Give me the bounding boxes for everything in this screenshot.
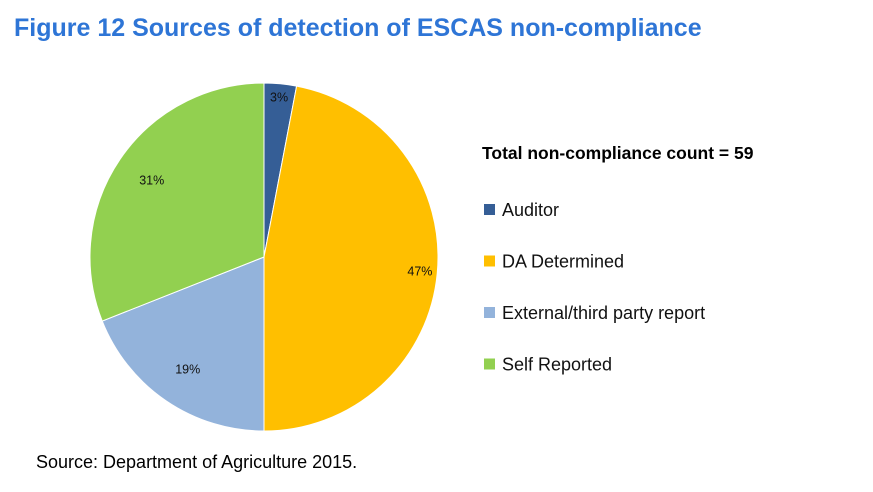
legend-title: Total non-compliance count = 59 [482, 143, 754, 163]
slice-label-external-third-party-report: 19% [175, 362, 200, 376]
legend-swatch-da-determined [484, 255, 495, 267]
legend-label-auditor: Auditor [502, 200, 559, 220]
slice-label-da-determined: 47% [407, 265, 432, 279]
figure-title: Figure 12 Sources of detection of ESCAS … [14, 14, 702, 42]
pie-percent-labels: 3% 47% 19% 31% [139, 91, 432, 377]
legend-label-external-third-party-report: External/third party report [502, 303, 705, 323]
legend-swatch-self-reported [484, 358, 495, 370]
slice-self-reported [89, 82, 265, 322]
source-note: Source: Department of Agriculture 2015. [36, 452, 358, 472]
legend-swatch-external-third-party-report [484, 307, 495, 318]
slice-label-auditor: 3% [270, 91, 288, 105]
legend-label-da-determined: DA Determined [502, 252, 624, 272]
slice-label-self-reported: 31% [139, 174, 164, 188]
slice-da-determined [263, 85, 439, 432]
legend-swatch-auditor [484, 204, 495, 215]
legend-label-self-reported: Self Reported [502, 355, 612, 375]
slice-external-third-party-report [101, 256, 265, 432]
pie-slices [89, 82, 439, 432]
legend: Auditor DA Determined External/third party… [484, 200, 705, 375]
